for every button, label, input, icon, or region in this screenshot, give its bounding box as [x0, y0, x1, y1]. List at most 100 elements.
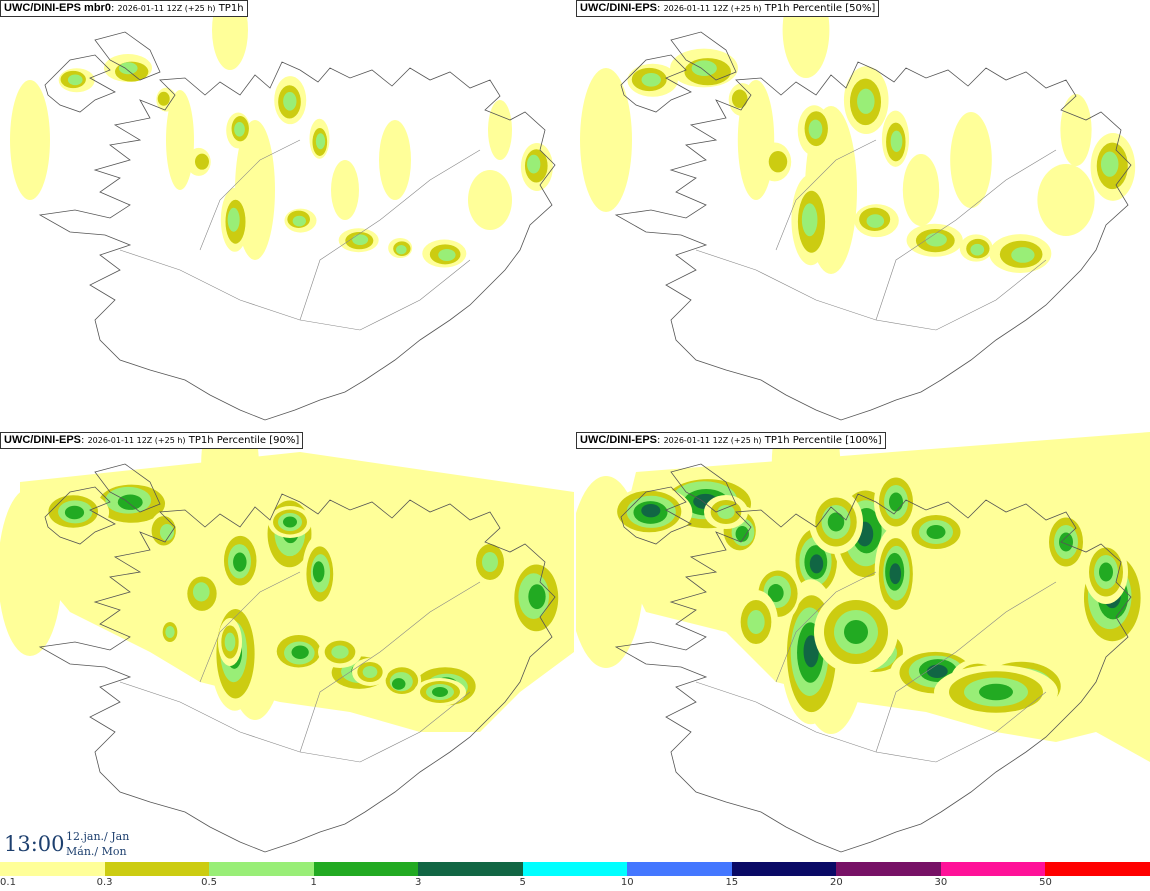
- precip-area: [166, 90, 194, 190]
- coastline: [38, 493, 556, 853]
- precip-area: [1059, 532, 1073, 552]
- precip-map-svg: [10, 0, 556, 421]
- precip-area: [192, 582, 210, 602]
- precip-area: [808, 119, 823, 140]
- road-line: [199, 571, 301, 683]
- precip-area: [64, 505, 85, 520]
- precip-area: [1011, 247, 1035, 263]
- precip-area: [454, 590, 526, 674]
- precip-area: [194, 153, 209, 170]
- colorbar-swatch: [0, 862, 105, 876]
- precip-area: [331, 645, 349, 659]
- colorbar-label: 0.5: [201, 877, 218, 888]
- colorbar-swatch: [731, 862, 837, 876]
- coastline: [38, 61, 556, 421]
- colorbar-label: 30: [934, 877, 948, 888]
- run-label: 2026-01-11 12Z (+25 h): [87, 436, 186, 445]
- precip-area: [212, 0, 248, 70]
- precip-area: [234, 121, 245, 137]
- precip-area: [165, 626, 175, 638]
- precip-area: [902, 154, 940, 226]
- colorbar-swatch: [522, 862, 628, 876]
- run-label: 2026-01-11 12Z (+25 h): [663, 4, 762, 13]
- precip-map-svg: [576, 432, 1150, 853]
- precip-area: [527, 154, 541, 174]
- precip-area: [438, 248, 456, 261]
- panel-title: UWC/DINI-EPS: 2026-01-11 12Z (+25 h) TP1…: [576, 432, 886, 449]
- panel-divider-horizontal: [0, 430, 1150, 432]
- map-panel-p100: UWC/DINI-EPS: 2026-01-11 12Z (+25 h) TP1…: [576, 432, 1150, 862]
- precip-area: [926, 525, 946, 539]
- precip-area: [395, 245, 407, 255]
- precip-area: [950, 112, 992, 208]
- precip-area: [1037, 164, 1095, 236]
- colorbar-swatch: [1045, 862, 1150, 876]
- precip-area: [889, 492, 903, 512]
- coastline: [614, 493, 1132, 853]
- precip-area: [641, 503, 661, 518]
- precip-area: [866, 214, 885, 228]
- road-line: [199, 139, 301, 251]
- colorbar-label: 50: [1039, 877, 1052, 888]
- colorbar-swatch: [940, 862, 1046, 876]
- variable-label: TP1h Percentile [100%]: [764, 435, 882, 446]
- precip-area: [10, 80, 50, 200]
- coastline: [670, 31, 737, 81]
- coastline: [44, 54, 116, 113]
- road-line: [875, 149, 1057, 321]
- precip-area: [0, 488, 62, 656]
- precip-area: [201, 432, 259, 518]
- road-line: [775, 571, 877, 683]
- precip-area: [926, 664, 948, 679]
- precip-area: [641, 72, 661, 87]
- variable-label: TP1h Percentile [50%]: [764, 3, 876, 14]
- colorbar-label: 0.1: [0, 877, 16, 888]
- precip-area: [1060, 94, 1092, 166]
- precip-area: [312, 561, 325, 583]
- precip-field: [10, 0, 553, 268]
- precip-area: [735, 526, 749, 542]
- precip-area: [224, 632, 236, 652]
- road-line: [775, 139, 877, 251]
- colorbar-swatch: [104, 862, 210, 876]
- model-label: UWC/DINI-EPS: [4, 434, 81, 446]
- colorbar-label: 0.3: [96, 877, 113, 888]
- coastline: [44, 486, 116, 545]
- precip-area: [767, 584, 784, 603]
- precip-area: [809, 554, 824, 574]
- precip-area: [488, 100, 512, 160]
- precip-area: [803, 635, 819, 668]
- colorbar-swatch: [209, 862, 314, 876]
- road-line: [875, 581, 1057, 753]
- precip-area: [352, 234, 369, 246]
- valid-date: 12.jan./ Jan: [66, 830, 130, 843]
- colorbar-label: 20: [829, 877, 843, 888]
- precip-area: [117, 494, 143, 510]
- precip-area: [747, 610, 765, 634]
- precip-area: [292, 215, 306, 227]
- precip-area: [369, 536, 421, 648]
- precip-area: [482, 552, 498, 572]
- coastline: [670, 463, 737, 513]
- precip-area: [857, 88, 875, 114]
- precip-area: [768, 150, 788, 173]
- precip-area: [331, 160, 359, 220]
- colorbar-swatch: [313, 862, 419, 876]
- precip-area: [379, 120, 411, 200]
- precip-area: [118, 62, 138, 75]
- precip-area: [157, 91, 170, 106]
- precip-area: [782, 0, 830, 78]
- precip-area: [827, 512, 845, 532]
- precip-area: [979, 683, 1013, 701]
- road-line: [299, 581, 481, 753]
- valid-weekday: Mán./ Mon: [66, 845, 127, 858]
- precip-area: [159, 523, 175, 541]
- variable-label: TP1h Percentile [90%]: [188, 435, 300, 446]
- road-line: [119, 249, 471, 331]
- colorbar-swatch: [627, 862, 732, 876]
- precip-area: [233, 552, 247, 572]
- panel-title: UWC/DINI-EPS: 2026-01-11 12Z (+25 h) TP1…: [576, 0, 880, 17]
- precip-area: [890, 130, 903, 152]
- precip-area: [889, 563, 902, 585]
- colorbar-label: 1: [310, 877, 317, 888]
